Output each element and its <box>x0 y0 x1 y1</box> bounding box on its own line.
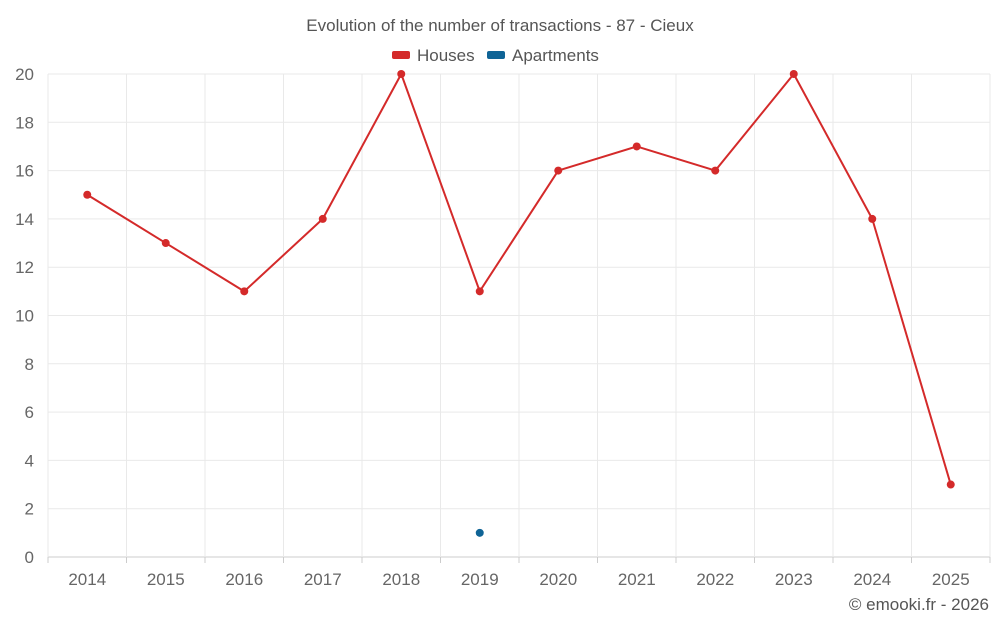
x-tick-label: 2014 <box>68 570 106 589</box>
y-tick-label: 12 <box>15 258 34 277</box>
y-tick-label: 18 <box>15 113 34 132</box>
series-line-houses <box>86 73 952 485</box>
y-tick-label: 20 <box>15 65 34 84</box>
legend-swatch-houses <box>392 51 410 59</box>
x-axis: 2014 2015 2016 2017 2018 2019 2020 2021 2022 2023… <box>47 557 991 589</box>
x-tick-label: 2018 <box>382 570 420 589</box>
legend-item-houses[interactable]: Houses <box>392 46 475 65</box>
y-tick-label: 2 <box>25 500 34 519</box>
x-tick-label: 2017 <box>304 570 342 589</box>
x-tick-label: 2016 <box>225 570 263 589</box>
y-tick-label: 16 <box>15 162 34 181</box>
data-point-houses-2016[interactable] <box>240 287 249 296</box>
data-point-houses-2025[interactable] <box>946 480 955 489</box>
credit-text: © emooki.fr - 2026 <box>849 595 989 614</box>
y-axis: 0 2 4 6 8 10 12 14 16 18 20 <box>15 65 34 567</box>
legend-label-apartments: Apartments <box>512 46 599 65</box>
legend-label-houses: Houses <box>417 46 475 65</box>
chart-title: Evolution of the number of transactions … <box>306 16 694 35</box>
x-tick-label: 2015 <box>147 570 185 589</box>
x-tick-label: 2025 <box>932 570 970 589</box>
x-tick-label: 2019 <box>461 570 499 589</box>
data-point-houses-2021[interactable] <box>632 142 641 151</box>
y-tick-label: 0 <box>25 548 34 567</box>
grid <box>47 73 991 558</box>
x-tick-label: 2022 <box>696 570 734 589</box>
data-point-houses-2024[interactable] <box>868 214 877 223</box>
data-point-houses-2020[interactable] <box>554 166 563 175</box>
y-tick-label: 14 <box>15 210 34 229</box>
y-tick-label: 6 <box>25 403 34 422</box>
x-tick-label: 2021 <box>618 570 656 589</box>
y-tick-label: 8 <box>25 355 34 374</box>
legend-swatch-apartments <box>487 51 505 59</box>
legend-item-apartments[interactable]: Apartments <box>487 46 599 65</box>
y-tick-label: 10 <box>15 307 34 326</box>
x-tick-label: 2020 <box>539 570 577 589</box>
data-point-houses-2014[interactable] <box>83 190 92 199</box>
x-tick-label: 2024 <box>853 570 891 589</box>
data-point-houses-2017[interactable] <box>318 214 327 223</box>
x-tick-label: 2023 <box>775 570 813 589</box>
data-point-houses-2023[interactable] <box>789 70 798 78</box>
series-layer <box>83 70 955 537</box>
y-tick-label: 4 <box>25 451 34 470</box>
data-point-houses-2015[interactable] <box>161 239 170 248</box>
legend: Houses Apartments <box>392 46 599 65</box>
data-point-houses-2018[interactable] <box>397 70 406 78</box>
data-point-houses-2022[interactable] <box>711 166 720 175</box>
data-point-houses-2019[interactable] <box>475 287 484 296</box>
data-point-apartments-2019[interactable] <box>475 528 484 537</box>
